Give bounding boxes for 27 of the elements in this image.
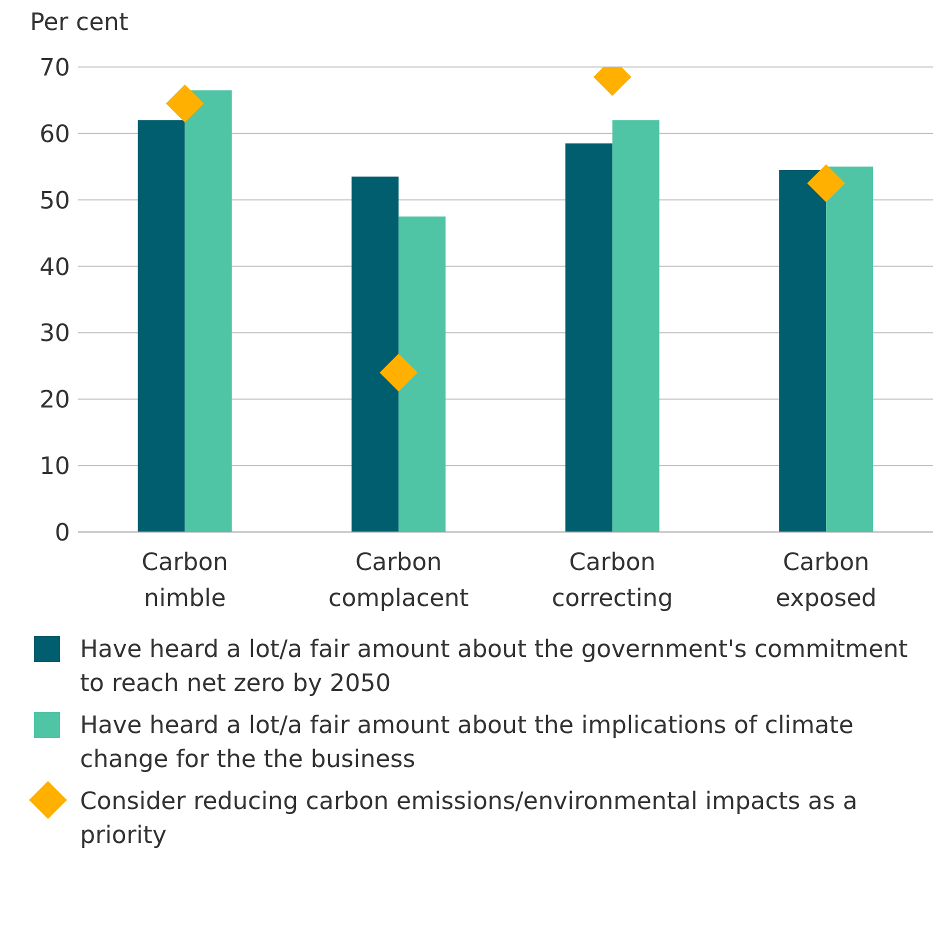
legend-label: Consider reducing carbon emissions/environmental impacts as a priority [80,786,858,851]
y-tick-label: 40 [39,252,70,281]
bar [565,143,612,532]
bar [779,170,826,532]
bar [612,120,660,532]
y-tick-label: 50 [39,186,70,214]
y-axis-title: Per cent [29,8,130,38]
y-tick-label: 20 [39,386,70,414]
bar [138,120,185,532]
point [166,84,204,123]
point [807,164,846,202]
y-tick-label: 70 [39,54,70,82]
y-tick-label: 30 [39,319,70,348]
y-tick-label: 0 [54,518,70,547]
legend-label: Have heard a lot/a fair amount about the implications of climate change for the the business [80,710,854,775]
bar [184,90,232,532]
legend-label: Have heard a lot/a fair amount about the government's commitment to reach net zero by 2050 [80,634,908,699]
point [380,354,418,392]
x-tick-label: Carbon complacent [328,548,469,612]
bar [398,216,446,532]
y-tick-label: 60 [39,120,70,148]
x-tick-label: Carbon nimble [142,548,228,612]
x-tick-label: Carbon correcting [552,548,673,612]
x-tick-label: Carbon exposed [776,548,877,612]
bar [826,166,874,532]
y-tick-label: 10 [39,452,70,480]
bar [352,176,399,532]
